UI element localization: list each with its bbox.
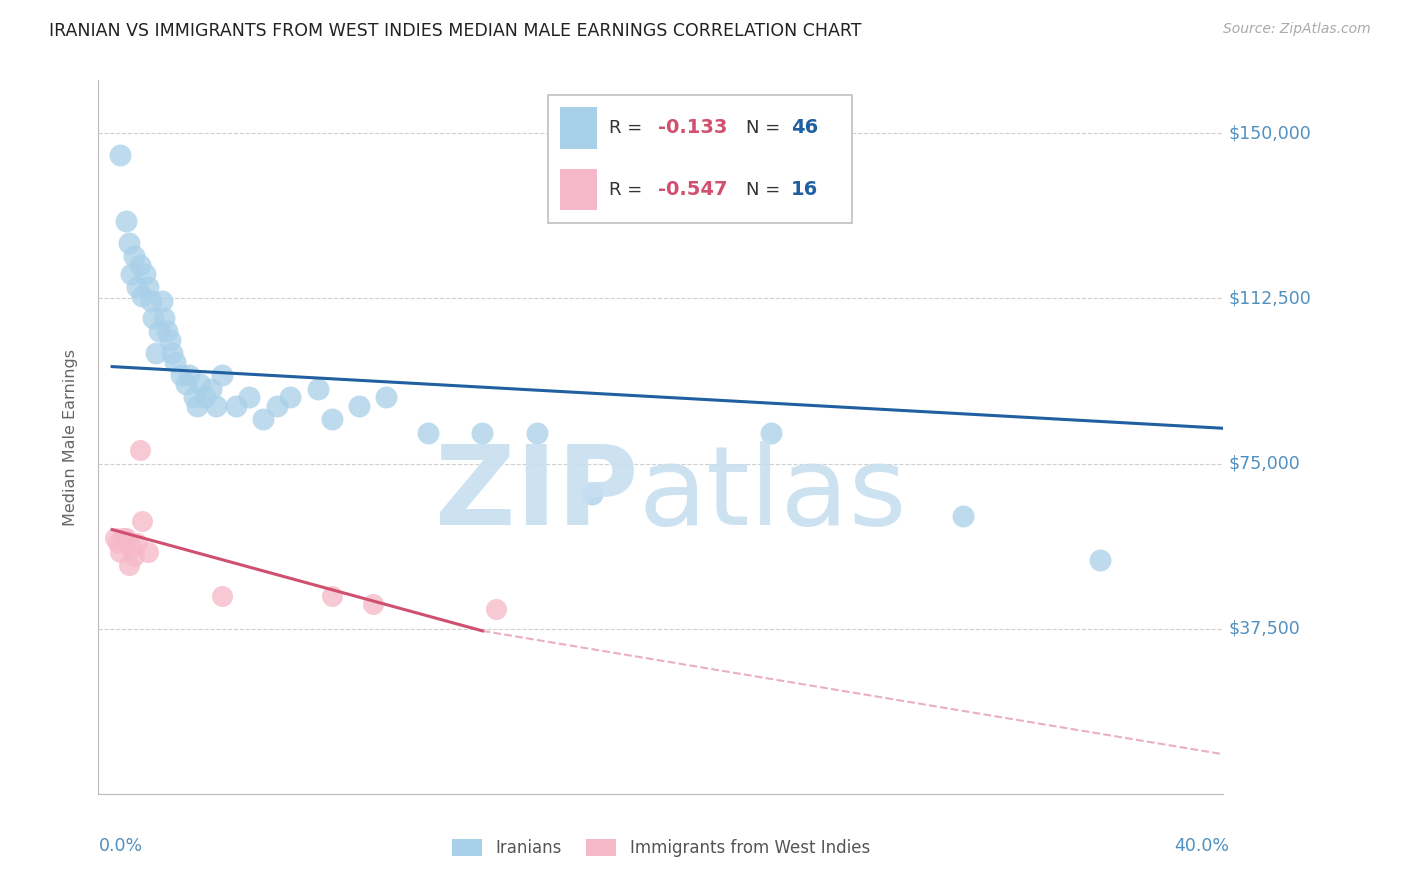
Point bbox=[485, 602, 508, 616]
Point bbox=[238, 391, 260, 405]
Point bbox=[136, 280, 159, 294]
Y-axis label: Median Male Earnings: Median Male Earnings bbox=[63, 349, 77, 525]
Point bbox=[225, 399, 247, 413]
Point bbox=[125, 536, 148, 550]
Point bbox=[136, 544, 159, 558]
Point bbox=[174, 377, 197, 392]
Text: ZIP: ZIP bbox=[434, 441, 638, 548]
Legend: Iranians, Immigrants from West Indies: Iranians, Immigrants from West Indies bbox=[446, 832, 876, 864]
Point bbox=[581, 487, 603, 501]
Point bbox=[307, 382, 329, 396]
Point bbox=[165, 355, 187, 369]
Point bbox=[104, 532, 127, 546]
Point bbox=[122, 549, 145, 563]
Point bbox=[188, 377, 211, 392]
Point bbox=[112, 532, 135, 546]
Point bbox=[139, 293, 162, 308]
Point bbox=[952, 509, 974, 524]
Point bbox=[416, 425, 439, 440]
Text: $75,000: $75,000 bbox=[1229, 455, 1301, 473]
Point bbox=[122, 250, 145, 264]
Point bbox=[131, 289, 153, 303]
Point bbox=[375, 391, 398, 405]
Point bbox=[205, 399, 228, 413]
Point bbox=[211, 589, 233, 603]
Point bbox=[162, 346, 184, 360]
Text: $150,000: $150,000 bbox=[1229, 124, 1312, 142]
Text: $112,500: $112,500 bbox=[1229, 289, 1312, 308]
Text: 40.0%: 40.0% bbox=[1174, 837, 1229, 855]
Point bbox=[115, 532, 138, 546]
Point bbox=[321, 412, 343, 426]
Point bbox=[110, 544, 132, 558]
Point bbox=[177, 368, 200, 383]
Point bbox=[186, 399, 208, 413]
Point bbox=[759, 425, 782, 440]
Point bbox=[194, 391, 217, 405]
Point bbox=[110, 148, 132, 162]
Point bbox=[107, 536, 129, 550]
Point bbox=[159, 333, 181, 347]
Point bbox=[347, 399, 370, 413]
Point bbox=[266, 399, 288, 413]
Point bbox=[148, 324, 170, 338]
Point bbox=[128, 258, 150, 272]
Point bbox=[183, 391, 205, 405]
Point bbox=[120, 267, 142, 281]
Point bbox=[145, 346, 167, 360]
Point bbox=[321, 589, 343, 603]
Text: atlas: atlas bbox=[638, 441, 907, 548]
Point bbox=[1088, 553, 1111, 567]
Point bbox=[115, 214, 138, 228]
Point bbox=[125, 280, 148, 294]
Point bbox=[280, 391, 302, 405]
Point bbox=[252, 412, 274, 426]
Text: 0.0%: 0.0% bbox=[98, 837, 142, 855]
Text: $37,500: $37,500 bbox=[1229, 620, 1301, 638]
Point bbox=[120, 540, 142, 554]
Point bbox=[142, 311, 165, 326]
Point bbox=[211, 368, 233, 383]
Point bbox=[134, 267, 156, 281]
Point bbox=[526, 425, 548, 440]
Point bbox=[170, 368, 193, 383]
Point bbox=[153, 311, 176, 326]
Text: IRANIAN VS IMMIGRANTS FROM WEST INDIES MEDIAN MALE EARNINGS CORRELATION CHART: IRANIAN VS IMMIGRANTS FROM WEST INDIES M… bbox=[49, 22, 862, 40]
Point bbox=[156, 324, 179, 338]
Point bbox=[150, 293, 173, 308]
Point bbox=[471, 425, 494, 440]
Text: Source: ZipAtlas.com: Source: ZipAtlas.com bbox=[1223, 22, 1371, 37]
Point bbox=[361, 598, 384, 612]
Point bbox=[200, 382, 222, 396]
Point bbox=[131, 514, 153, 528]
Point bbox=[117, 236, 139, 251]
Point bbox=[128, 443, 150, 458]
Point bbox=[117, 558, 139, 572]
